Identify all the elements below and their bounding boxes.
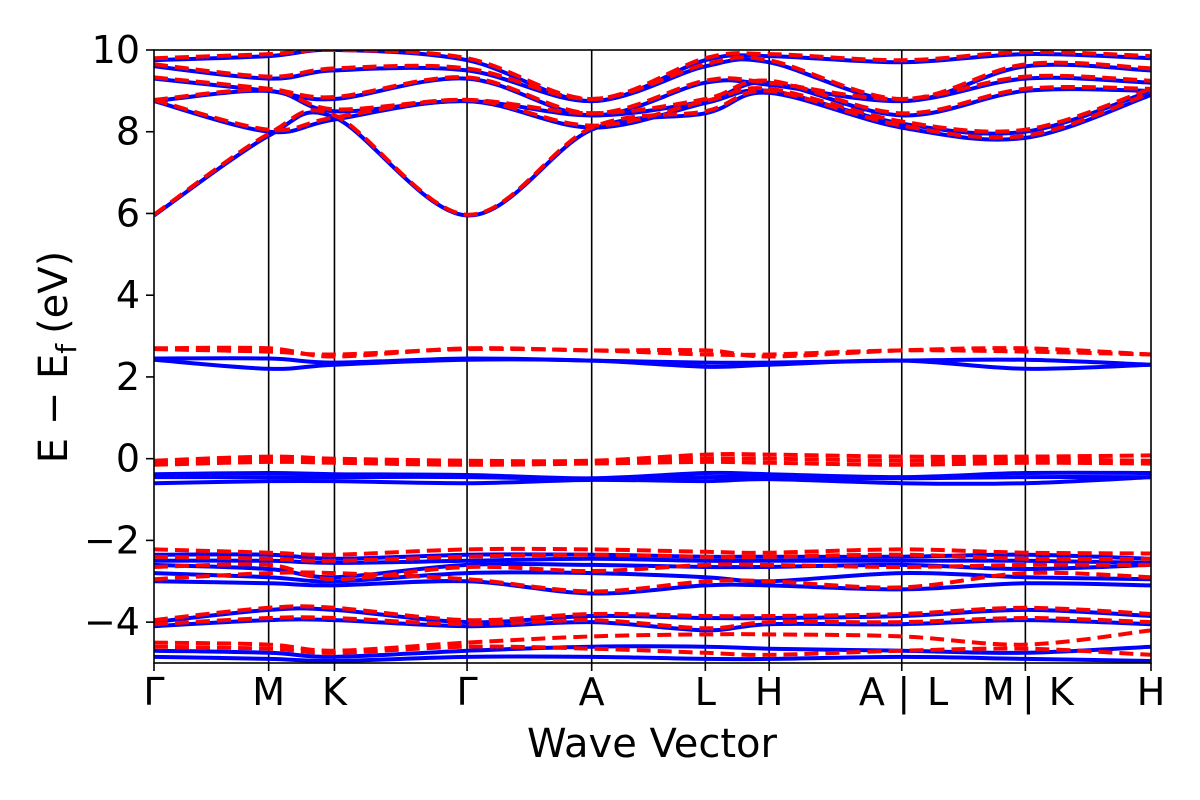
y-tick-label: −4 [84, 600, 140, 644]
solid-band-11 [154, 552, 1151, 561]
dashed-series [154, 50, 1151, 657]
dashed-band-16 [154, 615, 1151, 631]
x-tick-label: A [579, 670, 605, 714]
y-tick-label: 8 [116, 110, 140, 154]
solid-band-9 [154, 474, 1151, 482]
dashed-band-18 [154, 644, 1151, 657]
dashed-band-17 [154, 628, 1151, 653]
x-axis-ticks: Γ M K Γ A L H A | L M | K H [143, 663, 1165, 715]
x-tick-label: K [1049, 670, 1075, 714]
x-tick-label: M [982, 670, 1015, 714]
y-axis-label-main: E − E [31, 354, 77, 464]
x-tick-label: Γ [456, 670, 477, 714]
solid-band-18 [154, 644, 1151, 659]
x-tick-label: A [859, 670, 885, 714]
x-tick-label: H [1137, 670, 1166, 714]
y-tick-label: −2 [84, 518, 140, 562]
solid-band-17 [154, 617, 1151, 633]
y-axis-ticks: −4 −2 0 2 4 6 8 10 [84, 28, 154, 644]
dashed-band-4 [154, 55, 1151, 102]
solid-band-19 [154, 654, 1151, 663]
y-axis-label-sub: f [50, 343, 83, 354]
band-lines [154, 50, 1151, 663]
dashed-band-10 [154, 459, 1151, 467]
x-tick-label: | [1022, 670, 1035, 715]
x-tick-label: H [755, 670, 784, 714]
y-tick-label: 4 [116, 273, 140, 317]
dashed-band-7 [154, 345, 1151, 359]
dashed-band-2 [154, 78, 1151, 116]
plot-frame [153, 49, 1152, 664]
dashed-band-12 [154, 552, 1151, 563]
x-tick-label: Γ [143, 670, 164, 714]
dashed-band-0 [154, 88, 1151, 217]
x-tick-label: M [252, 670, 285, 714]
y-axis-label: E − Ef (eV) [31, 251, 83, 464]
solid-band-15 [154, 579, 1151, 596]
dashed-band-14 [154, 570, 1151, 594]
y-tick-label: 2 [116, 355, 140, 399]
y-axis-label-unit: (eV) [31, 251, 77, 334]
y-tick-label: 10 [92, 28, 140, 72]
x-tick-label: K [322, 670, 348, 714]
solid-band-7 [154, 356, 1151, 367]
y-tick-label: 6 [116, 191, 140, 235]
dashed-band-1 [154, 86, 1151, 134]
dashed-band-9 [154, 456, 1151, 465]
solid-band-6 [154, 357, 1151, 371]
solid-band-8 [154, 470, 1151, 481]
dashed-band-13 [154, 562, 1151, 582]
solid-band-1 [154, 88, 1151, 136]
solid-series [154, 50, 1151, 663]
x-tick-label: L [695, 670, 716, 714]
dashed-band-15 [154, 604, 1151, 623]
dashed-band-11 [154, 546, 1151, 557]
x-tick-label: L [927, 670, 948, 714]
x-tick-label: | [897, 670, 910, 715]
y-tick-label: 0 [116, 437, 140, 481]
solid-band-10 [154, 475, 1151, 486]
solid-band-14 [154, 570, 1151, 584]
x-axis-label: Wave Vector [527, 721, 778, 767]
dashed-band-8 [154, 452, 1151, 464]
solid-band-16 [154, 606, 1151, 625]
dashed-band-3 [154, 73, 1151, 116]
